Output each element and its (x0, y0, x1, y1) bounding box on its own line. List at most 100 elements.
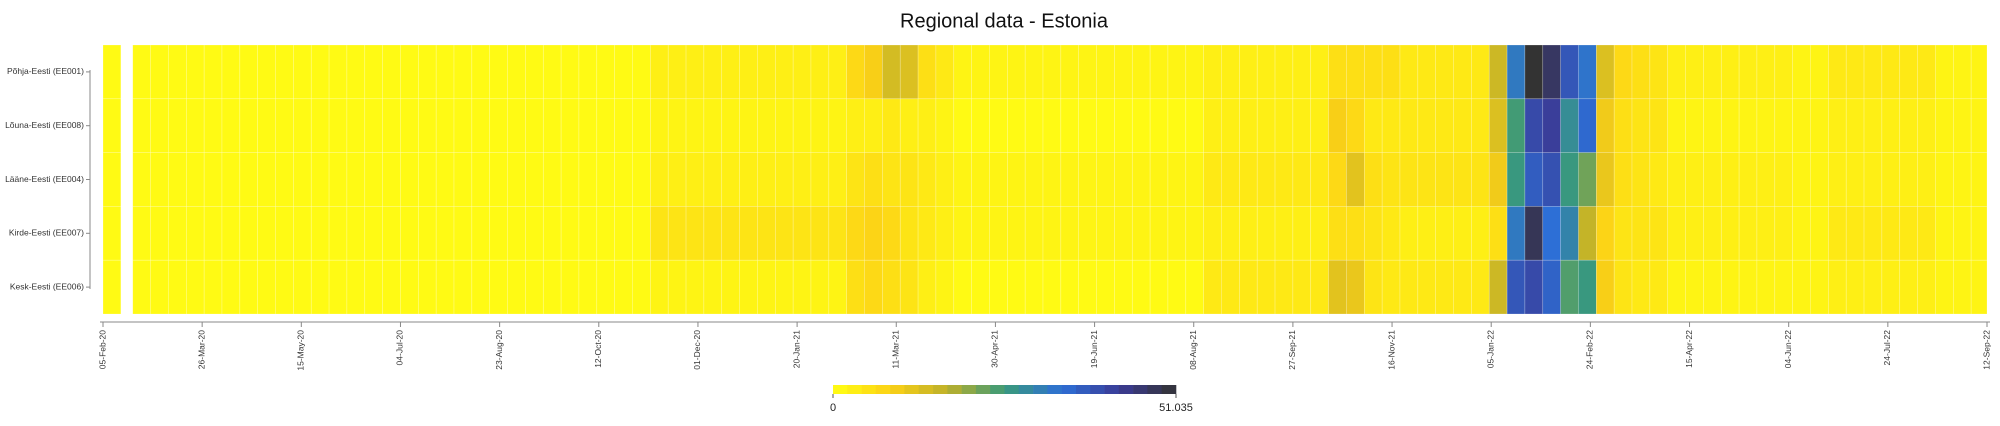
heatmap-cell (721, 98, 740, 153)
heatmap-cell (1239, 98, 1258, 153)
heatmap-cell (1703, 152, 1722, 207)
x-tick-label: 01-Dec-20 (692, 330, 702, 370)
heatmap-cell (364, 152, 383, 207)
heatmap-cell (1435, 98, 1454, 153)
heatmap-cell (1471, 259, 1490, 315)
heatmap-cell (1096, 44, 1115, 100)
heatmap-cell (1078, 259, 1097, 315)
heatmap-cell (1524, 152, 1544, 207)
heatmap-cell (1631, 206, 1651, 261)
heatmap-cell (1328, 152, 1347, 207)
heatmap-cell (1542, 98, 1561, 153)
x-tick-label: 16-Nov-21 (1386, 330, 1396, 370)
heatmap-cell (507, 206, 526, 261)
heatmap-cell (632, 206, 651, 261)
heatmap-cell (1899, 152, 1918, 207)
heatmap-cell (328, 152, 348, 207)
x-tick-label: 12-Oct-20 (593, 330, 603, 368)
heatmap-cell (328, 206, 348, 261)
colorbar-swatch (1133, 385, 1148, 394)
heatmap-cell (739, 98, 758, 153)
heatmap-cell (310, 44, 330, 100)
heatmap-cell (1720, 44, 1740, 100)
heatmap-cell (453, 98, 473, 153)
y-tick-label: Lääne-Eesti (EE004) (5, 174, 84, 184)
heatmap-cell (1256, 259, 1276, 315)
heatmap-cell (1060, 44, 1080, 100)
heatmap-cell (917, 44, 937, 100)
heatmap-cell (1774, 206, 1793, 261)
heatmap-cell (1970, 98, 1988, 153)
heatmap-cell (203, 259, 223, 315)
heatmap-cell (1560, 206, 1579, 261)
heatmap-cell (1310, 206, 1329, 261)
heatmap-cell (1007, 206, 1026, 261)
heatmap-cell (1203, 152, 1222, 207)
heatmap-cell (899, 98, 919, 153)
heatmap-cell (1935, 259, 1954, 315)
heatmap-cell (185, 44, 205, 100)
heatmap-cell (1185, 98, 1204, 153)
heatmap-cell (1078, 44, 1097, 100)
heatmap-cell (971, 98, 990, 153)
heatmap-cell (774, 44, 794, 100)
heatmap-cell (1970, 152, 1988, 207)
heatmap-cell (1131, 206, 1151, 261)
heatmap-cell (1060, 206, 1080, 261)
heatmap-cell (1239, 206, 1258, 261)
heatmap-cell (578, 152, 598, 207)
heatmap-cell (1007, 152, 1026, 207)
heatmap-cell (810, 259, 830, 315)
heatmap-cell (168, 152, 187, 207)
heatmap-cell (935, 206, 955, 261)
heatmap-cell (1363, 98, 1383, 153)
heatmap-cell (1096, 98, 1115, 153)
colorbar-swatch (1147, 385, 1163, 394)
heatmap-cell (1506, 98, 1526, 153)
colorbar-swatch (1018, 385, 1034, 394)
heatmap-cell (400, 44, 419, 100)
heatmap-cell (721, 44, 740, 100)
heatmap-cell (1970, 206, 1988, 261)
heatmap-cell (168, 206, 187, 261)
heatmap-cell (1917, 44, 1936, 100)
heatmap-cell (310, 206, 330, 261)
heatmap-cell (650, 259, 669, 315)
heatmap-cell (1453, 259, 1472, 315)
heatmap-cell (1560, 44, 1579, 100)
heatmap-cell (1810, 44, 1829, 100)
heatmap-cell (1363, 259, 1383, 315)
heatmap-cell (721, 259, 740, 315)
colorbar-swatch (1090, 385, 1105, 394)
heatmap-cell (882, 206, 901, 261)
x-tick-label: 15-May-20 (296, 330, 306, 371)
heatmap-cell (507, 259, 526, 315)
heatmap-cell (1274, 44, 1294, 100)
heatmap-cell (667, 152, 687, 207)
heatmap-cell (489, 206, 508, 261)
heatmap-cell (1381, 259, 1401, 315)
heatmap-cell (185, 152, 205, 207)
heatmap-cell (1828, 44, 1847, 100)
heatmap-cell (382, 44, 401, 100)
heatmap-cell (1024, 98, 1044, 153)
heatmap-cell (1221, 206, 1240, 261)
heatmap-cell (489, 98, 508, 153)
heatmap-cell (1185, 259, 1204, 315)
heatmap-cell (1399, 44, 1419, 100)
heatmap-cell (1935, 44, 1954, 100)
heatmap-cell (703, 206, 723, 261)
heatmap-cell (560, 152, 580, 207)
heatmap-cell (1738, 152, 1758, 207)
colorbar-swatch (975, 385, 991, 394)
heatmap-cell (1149, 98, 1169, 153)
heatmap-cell (1613, 152, 1633, 207)
heatmap-cell (382, 259, 401, 315)
heatmap-cell (1131, 152, 1151, 207)
heatmap-cell (102, 206, 122, 261)
heatmap-cell (1114, 98, 1133, 153)
x-tick-label: 20-Jan-21 (791, 330, 801, 369)
heatmap-cell (471, 44, 491, 100)
heatmap-cell (1917, 259, 1936, 315)
chart-title: Regional data - Estonia (900, 10, 1109, 32)
